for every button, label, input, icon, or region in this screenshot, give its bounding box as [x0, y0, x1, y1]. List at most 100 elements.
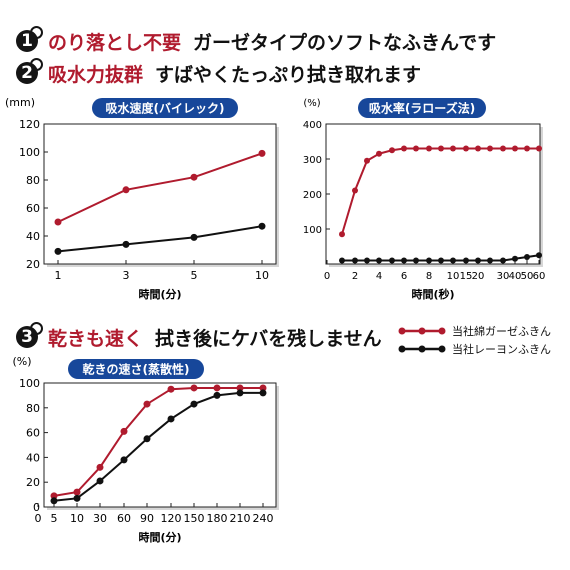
data-point [426, 145, 432, 152]
x-tick-label: 240 [253, 512, 274, 525]
data-point [96, 477, 104, 485]
data-point [401, 257, 407, 264]
x-tick-label: 0 [324, 271, 330, 282]
x-tick-label: 10 [70, 512, 84, 525]
data-point [339, 257, 345, 264]
y-tick-label: 80 [26, 402, 40, 415]
data-point [120, 427, 128, 435]
y-tick-label: 60 [26, 202, 40, 215]
x-axis-label: 時間(分) [138, 287, 181, 301]
chart-title: 吸水率(ラローズ法) [369, 101, 475, 116]
y-tick-label: 40 [26, 230, 40, 243]
y-tick-label: 100 [19, 377, 40, 390]
y-tick-label: 20 [26, 258, 40, 271]
y-tick-label: 200 [303, 190, 322, 201]
y-tick-label: 120 [19, 118, 40, 131]
data-point [512, 145, 518, 152]
data-point [475, 145, 481, 152]
chart-title-pill [358, 98, 486, 118]
x-tick-label: 6 [401, 271, 407, 282]
feature-headline: 吸水力抜群 [48, 63, 144, 86]
feature-1: 1 のり落とし不要 ガーゼタイプのソフトなふきんです [14, 26, 496, 56]
legend-label: 当社レーヨンふきん [452, 343, 551, 356]
data-point [376, 257, 382, 264]
data-point [213, 384, 221, 392]
data-point [438, 257, 444, 264]
plot-area [43, 123, 277, 265]
feature-headline: 乾きも速く [48, 327, 144, 350]
chart-absorption-rate: 吸水率(ラローズ法) (%) 100 200 300 400 0 2 4 6 8 10 15 20 30 40… [303, 98, 546, 301]
x-tick-label: 4 [376, 271, 382, 282]
data-point [536, 145, 542, 152]
x-tick-label: 180 [207, 512, 228, 525]
data-point [487, 257, 493, 264]
data-point [54, 218, 62, 226]
x-tick-label: 20 [472, 271, 485, 282]
x-tick-label: 60 [533, 271, 546, 282]
x-tick-label: 3 [123, 269, 130, 282]
chart-title-pill [68, 359, 204, 379]
data-point [258, 149, 266, 157]
y-tick-label: 300 [303, 155, 322, 166]
data-point [450, 257, 456, 264]
data-point [389, 147, 395, 154]
data-point [536, 252, 542, 259]
y-tick-label: 20 [26, 476, 40, 489]
series-line [57, 152, 263, 223]
data-point [122, 240, 130, 248]
data-point [450, 145, 456, 152]
x-tick-label: 210 [230, 512, 251, 525]
data-point [96, 463, 104, 471]
data-point [50, 497, 58, 505]
data-point [54, 247, 62, 255]
legend-swatch-icon [398, 327, 446, 335]
data-point [73, 488, 81, 496]
data-point [120, 456, 128, 464]
number-badge-icon: 1 [14, 26, 43, 54]
feature-description: 拭き後にケバを残しません [155, 327, 382, 350]
x-tick-label: 2 [352, 271, 358, 282]
x-tick-label: 90 [140, 512, 154, 525]
data-point [167, 415, 175, 423]
chart-drying-speed: 乾きの速さ(蒸散性) (%) 0 20 40 60 80 100 0 5 10 30 60 90 120 15… [12, 355, 279, 544]
x-tick-label: 8 [426, 271, 432, 282]
x-axis-label: 時間(秒) [411, 287, 454, 301]
data-point [401, 145, 407, 152]
y-tick-label: 100 [19, 146, 40, 159]
chart-absorption-speed: 吸水速度(バイレック) (mm) 20 40 60 80 100 120 1 3 5 10 時間(分) [5, 96, 279, 301]
x-axis-label: 時間(分) [138, 530, 181, 544]
y-unit-label: (%) [12, 355, 31, 368]
data-point [376, 150, 382, 157]
data-point [389, 257, 395, 264]
data-point [50, 492, 58, 500]
data-point [213, 391, 221, 399]
data-point [413, 257, 419, 264]
data-point [190, 384, 198, 392]
y-tick-label: 60 [26, 427, 40, 440]
chart-title-pill [92, 98, 238, 118]
data-point [190, 173, 198, 181]
data-point [167, 385, 175, 393]
x-tick-label: 5 [51, 512, 58, 525]
x-tick-label: 10 [255, 269, 269, 282]
x-tick-label: 0 [35, 512, 42, 525]
series-line [53, 391, 263, 502]
data-point [463, 145, 469, 152]
data-point [413, 145, 419, 152]
data-point [190, 400, 198, 408]
data-point [352, 257, 358, 264]
data-point [524, 145, 530, 152]
data-point [143, 400, 151, 408]
y-tick-label: 80 [26, 174, 40, 187]
feature-headline: のり落とし不要 [48, 31, 182, 54]
x-tick-label: 30 [93, 512, 107, 525]
data-point [236, 389, 244, 397]
data-point [524, 254, 530, 260]
data-point [500, 145, 506, 152]
data-point [259, 384, 267, 392]
data-point [500, 257, 506, 264]
chart-title: 乾きの速さ(蒸散性) [83, 362, 190, 377]
data-point [364, 257, 370, 264]
data-point [258, 222, 266, 230]
x-tick-label: 30 [497, 271, 510, 282]
